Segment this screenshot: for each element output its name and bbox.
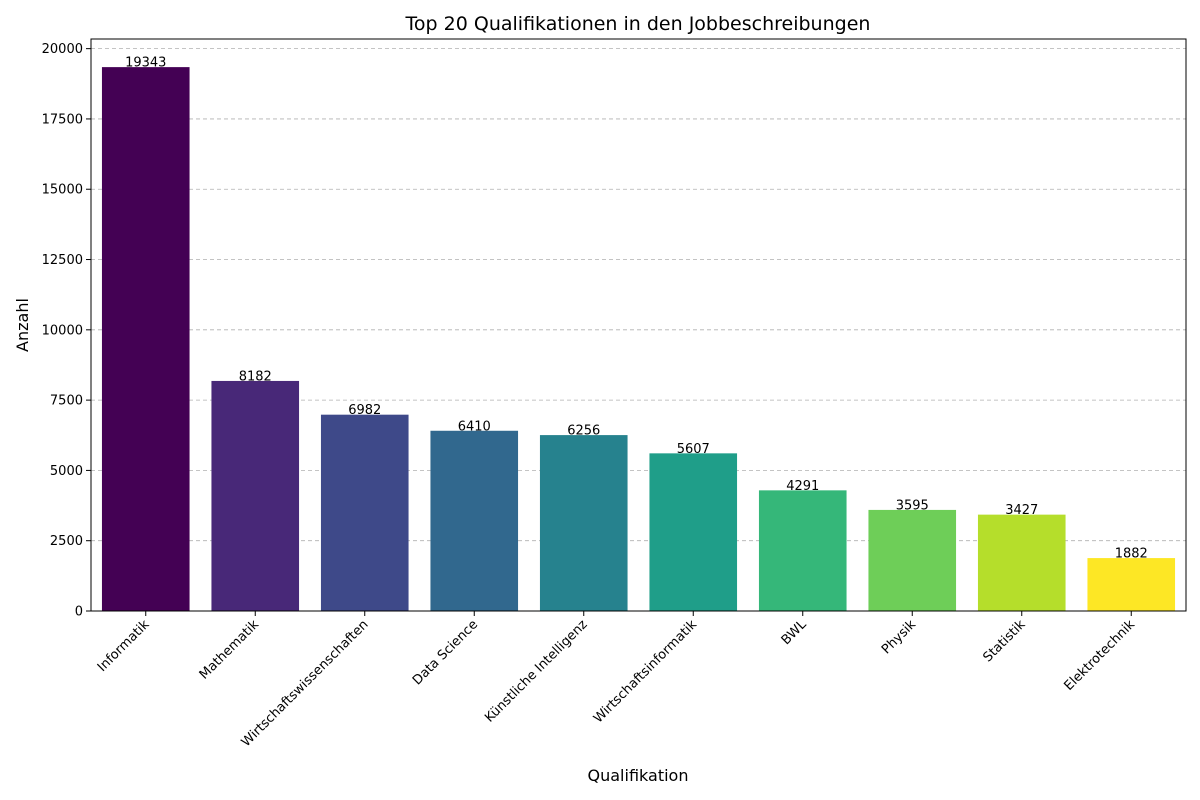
bar-wirtschaftsinformatik (649, 453, 738, 611)
y-tick-label: 2500 (50, 534, 83, 549)
x-tick-label: Mathematik (197, 617, 263, 683)
y-tick-label: 20000 (42, 42, 83, 57)
x-tick-label: Elektrotechnik (1061, 617, 1138, 694)
plot-frame (90, 38, 1187, 612)
bar-informatik (101, 67, 190, 611)
bar-data-science (430, 430, 519, 611)
bar-bwl (758, 490, 847, 611)
x-tick-label: Data Science (410, 617, 481, 688)
y-tick-label: 15000 (42, 183, 83, 198)
chart-title: Top 20 Qualifikationen in den Jobbeschre… (405, 13, 871, 35)
y-tick-label: 12500 (42, 253, 83, 268)
y-axis-ticks: 0 2500 5000 7500 10000 12500 15000 17500 20000 (42, 42, 91, 620)
x-axis-title: Qualifikation (588, 766, 689, 785)
bar-value-label: 6410 (458, 419, 491, 434)
bar-value-label: 1882 (1115, 547, 1148, 562)
bar-statistik (977, 514, 1066, 611)
x-tick-label: Wirtschaftswissenschaften (239, 617, 372, 750)
y-tick-label: 5000 (50, 464, 83, 479)
y-tick-label: 7500 (50, 394, 83, 409)
bar-physik (868, 509, 957, 611)
x-tick-label: Statistik (980, 617, 1028, 665)
x-tick-label: Informatik (95, 617, 153, 675)
bar-k-nstliche-intelligenz (539, 435, 628, 611)
bar-value-label: 4291 (786, 479, 819, 494)
bar-value-label: 3427 (1005, 503, 1038, 518)
bar-value-label: 3595 (896, 498, 929, 513)
bar-value-label: 6982 (348, 403, 381, 418)
bar-value-label: 8182 (239, 369, 272, 384)
bar-wirtschaftswissenschaften (320, 414, 409, 611)
bar-elektrotechnik (1087, 558, 1176, 611)
bar-mathematik (211, 380, 300, 611)
x-tick-label: BWL (779, 617, 810, 648)
x-tick-label: Physik (879, 617, 919, 657)
y-tick-label: 17500 (42, 112, 83, 127)
y-tick-label: 0 (75, 605, 83, 620)
y-tick-label: 10000 (42, 323, 83, 338)
x-axis-ticks: Informatik MathematikWirtschaftswissensch… (95, 611, 1138, 750)
bar-value-label: 5607 (677, 442, 710, 457)
x-tick-label: Wirtschaftsinformatik (591, 617, 700, 726)
bars (101, 67, 1176, 611)
y-axis-title: Anzahl (13, 298, 32, 352)
bar-value-label: 19343 (125, 56, 166, 71)
bar-value-label: 6256 (567, 424, 600, 439)
x-tick-label: Künstliche Intelligenz (482, 617, 591, 726)
data-labels: 19343 8182 6982 6410 6256 5607 4291 3595 3427 188… (125, 56, 1148, 562)
